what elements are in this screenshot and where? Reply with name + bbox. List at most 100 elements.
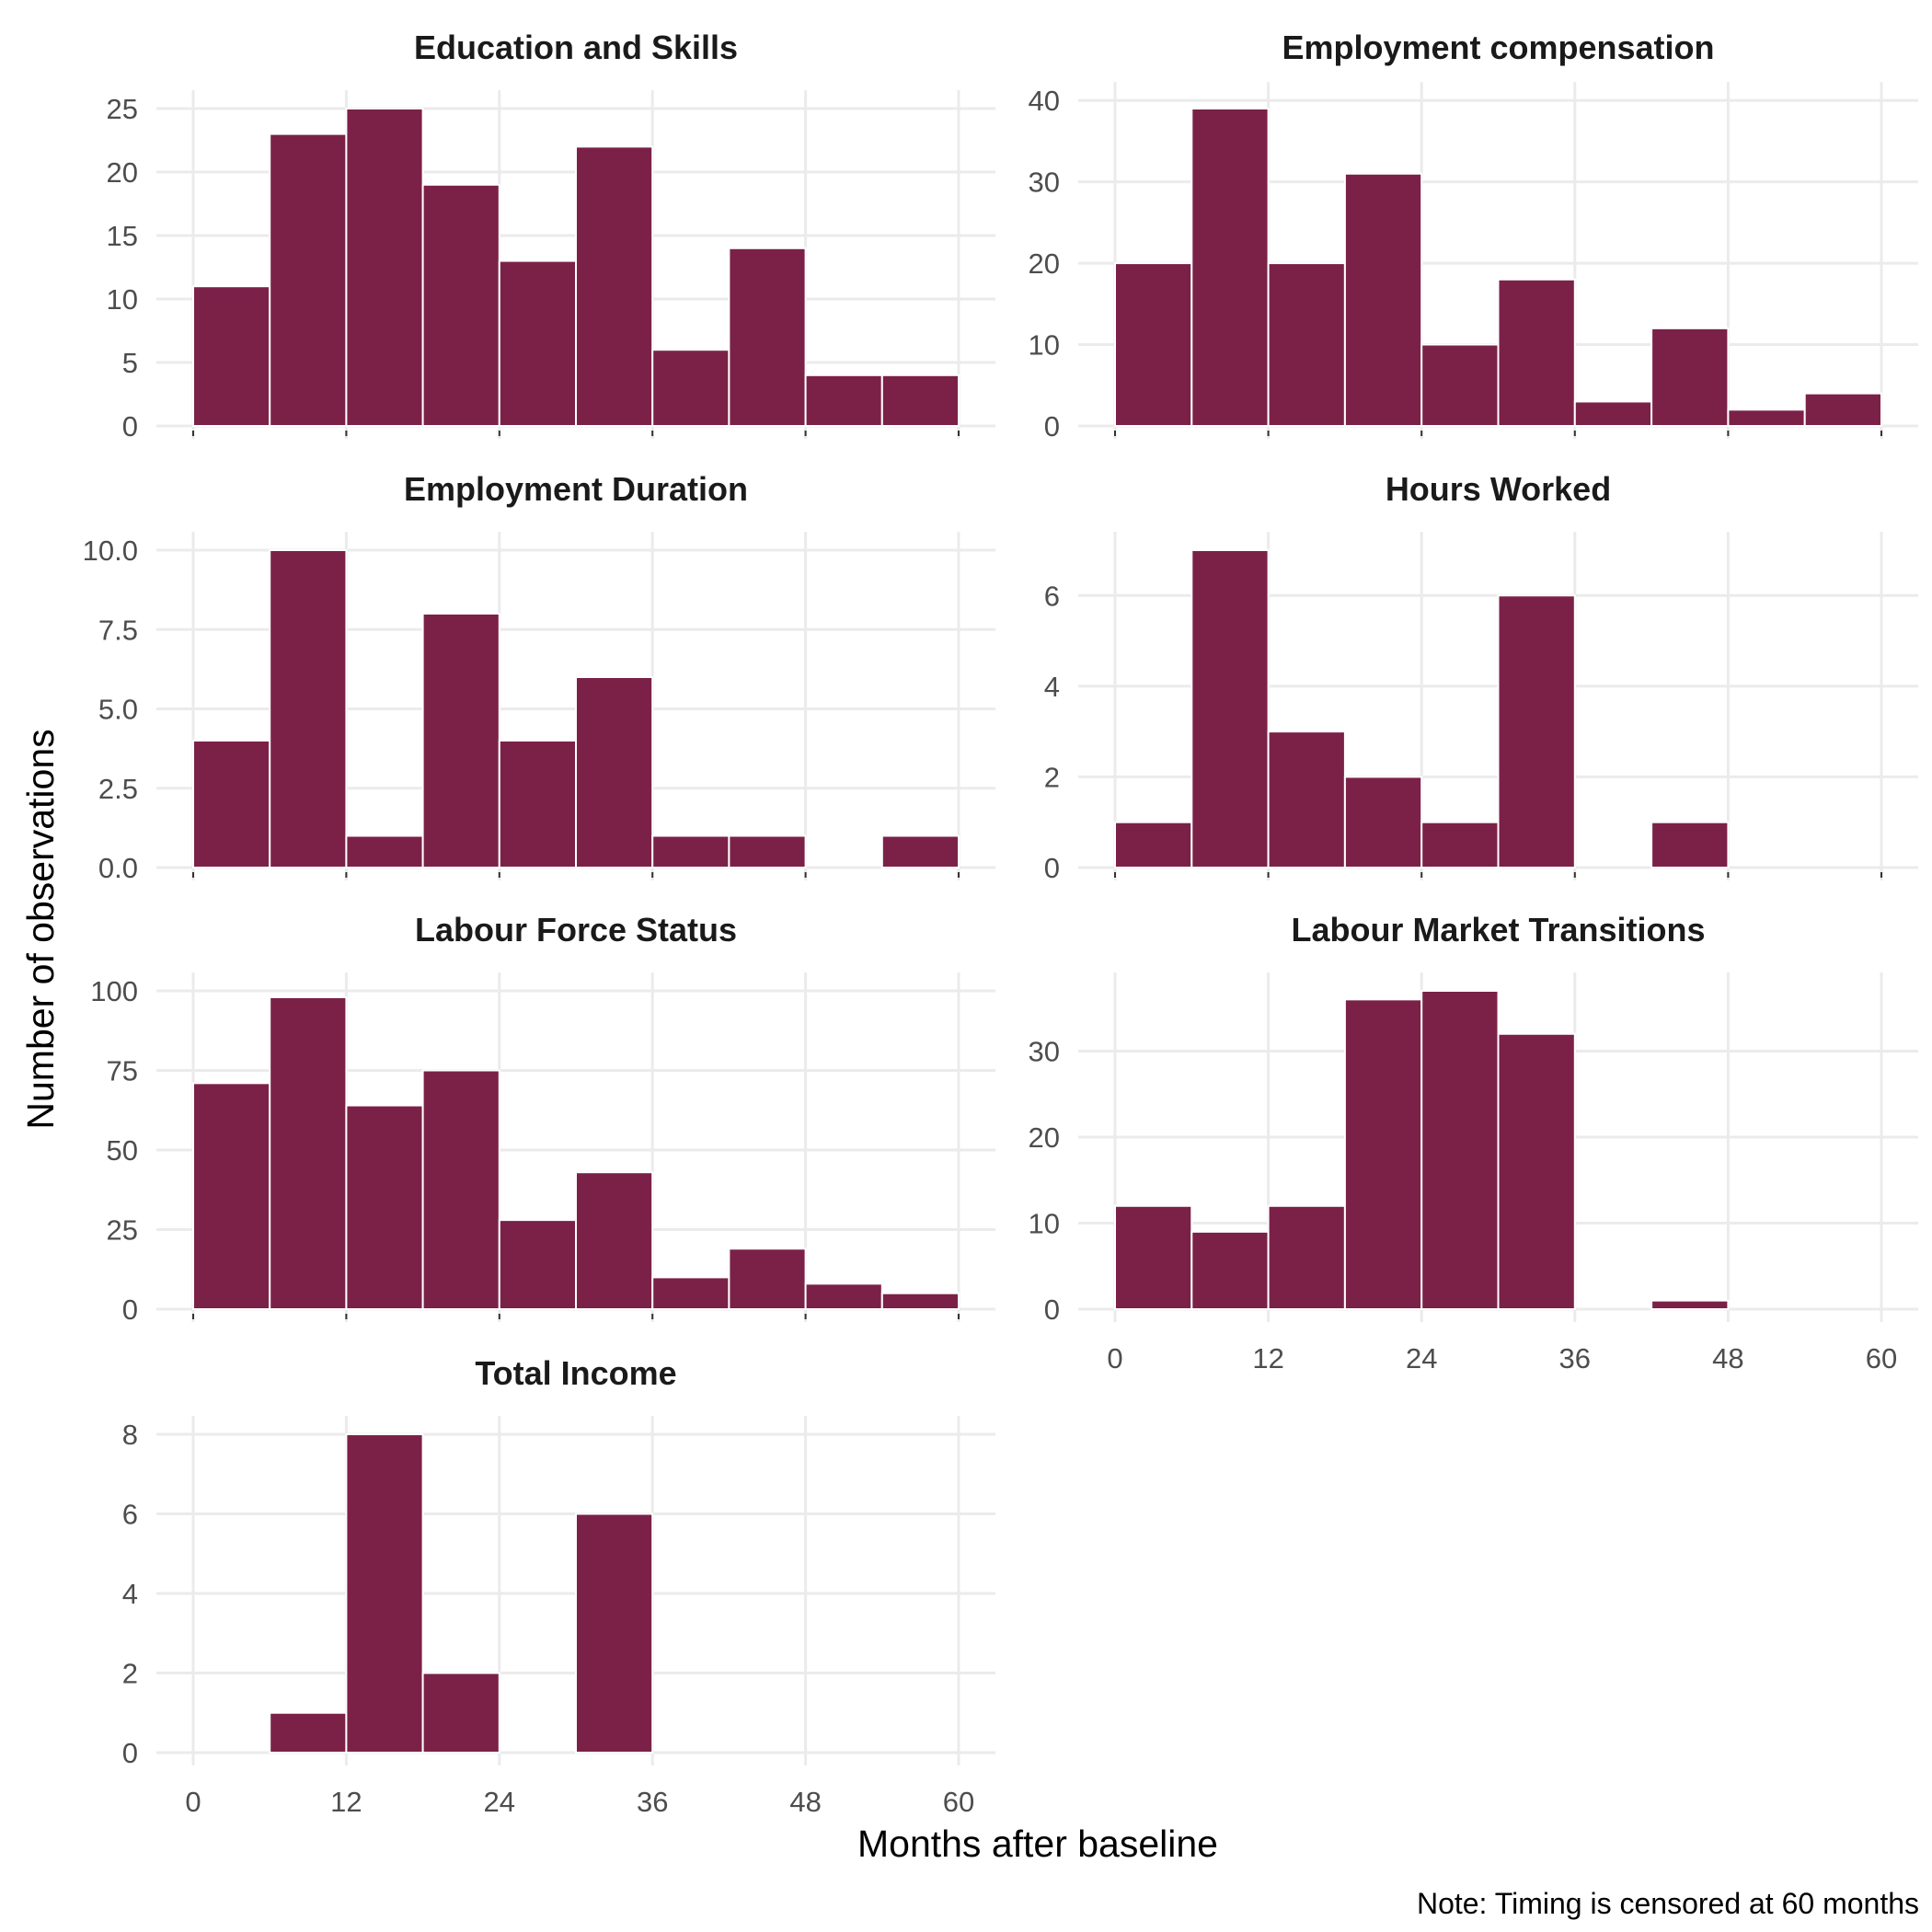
histogram-bar xyxy=(1190,108,1270,427)
y-tick-label: 8 xyxy=(122,1419,138,1451)
y-tick-label: 6 xyxy=(122,1499,138,1531)
y-tick-label: 0 xyxy=(122,1294,138,1326)
y-tick-label: 10 xyxy=(1029,329,1060,362)
histogram-bar xyxy=(880,1292,960,1310)
histogram-bar xyxy=(269,132,348,427)
y-tick-label: 25 xyxy=(107,93,138,125)
histogram-bar xyxy=(1343,998,1423,1310)
histogram-bar xyxy=(1114,1204,1193,1311)
y-tick-label: 20 xyxy=(107,156,138,189)
y-tick-label: 20 xyxy=(1029,1121,1060,1154)
y-tick-label: 2 xyxy=(1044,761,1060,793)
histogram-bar xyxy=(728,834,807,868)
x-tick-label: 48 xyxy=(789,1786,821,1818)
panel-title: Education and Skills xyxy=(414,29,738,66)
x-axis-title: Months after baseline xyxy=(857,1823,1218,1865)
histogram-bar xyxy=(1420,821,1500,869)
histogram-bar xyxy=(575,145,654,427)
x-tick-label: 36 xyxy=(637,1786,668,1818)
histogram-bar xyxy=(651,1276,730,1311)
histogram-bar xyxy=(1190,1230,1270,1311)
histogram-bar xyxy=(1573,400,1653,428)
y-tick-label: 10 xyxy=(1029,1207,1060,1239)
histogram-bar xyxy=(1267,1204,1346,1311)
x-tick-label: 24 xyxy=(484,1786,515,1818)
histogram-bar xyxy=(192,740,271,868)
y-tick-label: 75 xyxy=(107,1055,138,1087)
histogram-bar xyxy=(1420,343,1500,427)
histogram-bar xyxy=(804,1282,883,1310)
histogram-bar xyxy=(192,1082,271,1310)
histogram-bar xyxy=(498,740,577,868)
histogram-bar xyxy=(1420,990,1500,1310)
x-tick-label: 48 xyxy=(1712,1342,1743,1374)
histogram-bar xyxy=(880,374,960,427)
histogram-bar xyxy=(728,1248,807,1311)
histogram-bar xyxy=(1267,262,1346,428)
panel-title: Labour Force Status xyxy=(415,911,737,949)
histogram-bar xyxy=(498,1219,577,1310)
x-tick-label: 60 xyxy=(1866,1342,1897,1374)
facet-panel: 0 10 20 30 0 12 24 36 48 60 Labour Market Transiti… xyxy=(1029,911,1918,1374)
x-tick-label: 0 xyxy=(1107,1342,1122,1374)
histogram-bar xyxy=(1497,594,1576,868)
histogram-bar xyxy=(651,349,730,428)
y-tick-label: 0 xyxy=(122,410,138,443)
histogram-bar xyxy=(1497,1032,1576,1310)
x-tick-label: 12 xyxy=(330,1786,362,1818)
histogram-bar xyxy=(728,247,807,427)
facet-panel: 0 2 4 6 Hours Worked xyxy=(1044,470,1918,884)
histogram-bar xyxy=(192,285,271,428)
histogram-bar xyxy=(1650,821,1730,869)
x-tick-label: 0 xyxy=(185,1786,201,1818)
facet-panel: 0 5 10 15 20 25 Education and Skills xyxy=(107,29,995,443)
y-tick-label: 2.5 xyxy=(98,773,138,805)
histogram-bar xyxy=(1650,327,1730,428)
histogram-bar xyxy=(1267,730,1346,869)
y-tick-label: 7.5 xyxy=(98,614,138,646)
histogram-bar xyxy=(345,834,424,868)
panel-title: Hours Worked xyxy=(1386,470,1611,508)
y-tick-label: 6 xyxy=(1044,580,1060,612)
y-tick-label: 100 xyxy=(90,975,138,1007)
histogram-bar xyxy=(1114,821,1193,869)
facet-panel: 0.0 2.5 5.0 7.5 10.0 Employment Duration xyxy=(83,470,995,884)
histogram-bar xyxy=(1343,172,1423,427)
facet-panel: 0 25 50 75 100 Labour Force Status xyxy=(90,911,995,1326)
histogram-bar xyxy=(1190,549,1270,868)
panel-title: Employment Duration xyxy=(404,470,748,508)
y-tick-label: 10 xyxy=(107,283,138,316)
x-tick-label: 60 xyxy=(943,1786,974,1818)
histogram-bar xyxy=(575,1512,654,1754)
histogram-bar xyxy=(1343,776,1423,869)
y-tick-label: 40 xyxy=(1029,85,1060,117)
histogram-bar xyxy=(421,613,500,868)
histogram-bar xyxy=(421,1672,500,1754)
y-tick-label: 4 xyxy=(122,1578,138,1610)
y-tick-label: 20 xyxy=(1029,247,1060,280)
y-tick-label: 10.0 xyxy=(83,535,138,567)
y-tick-label: 30 xyxy=(1029,167,1060,199)
y-tick-label: 5 xyxy=(122,347,138,379)
y-tick-label: 0 xyxy=(1044,852,1060,884)
histogram-bar xyxy=(804,374,883,427)
histogram-bar xyxy=(498,259,577,427)
histogram-bar xyxy=(1497,278,1576,427)
facet-panel: 0 10 20 30 40 Employment compensation xyxy=(1029,29,1918,443)
histogram-bar xyxy=(1650,1299,1730,1311)
y-tick-label: 15 xyxy=(107,220,138,252)
panel-title: Labour Market Transitions xyxy=(1291,911,1705,949)
y-tick-label: 50 xyxy=(107,1134,138,1167)
y-tick-label: 0 xyxy=(1044,1294,1060,1326)
histogram-bar xyxy=(1727,408,1806,427)
y-tick-label: 2 xyxy=(122,1658,138,1690)
y-tick-label: 0 xyxy=(1044,410,1060,443)
y-tick-label: 25 xyxy=(107,1214,138,1247)
x-tick-label: 36 xyxy=(1559,1342,1591,1374)
histogram-bar xyxy=(1114,262,1193,428)
y-axis-title: Number of observations xyxy=(19,729,62,1129)
histogram-bar xyxy=(421,183,500,428)
